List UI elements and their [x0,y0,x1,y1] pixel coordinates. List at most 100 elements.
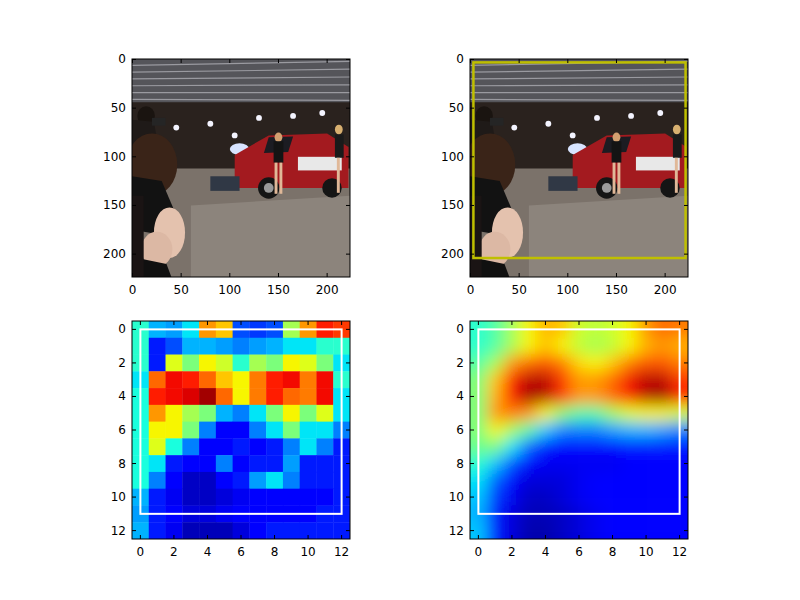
cell [587,472,604,489]
cell [166,489,183,506]
cell [300,438,317,455]
cell [199,338,216,355]
tick [132,396,136,397]
tick-label: 12 [111,524,126,538]
cell [554,405,571,422]
tick-label: 200 [441,247,464,261]
tick [140,321,141,325]
cell [199,405,216,422]
tick-label: 8 [118,457,126,471]
cell [587,522,604,539]
cell [300,371,317,388]
cell [571,455,588,472]
tick [229,273,230,277]
cell [571,422,588,439]
tick [132,254,136,255]
cell [249,522,266,539]
cell [300,489,317,506]
cell [283,438,300,455]
tick [181,59,182,63]
cell [233,455,250,472]
light [594,115,600,121]
background [0,0,800,600]
cell [249,472,266,489]
cell [554,455,571,472]
truss [132,69,350,72]
tick-label: 4 [456,389,464,403]
leg [279,163,282,194]
cell [520,472,537,489]
cell [266,489,283,506]
tick [519,59,520,63]
tick [665,59,666,63]
cell [182,388,199,405]
tick [173,535,174,539]
cell [520,371,537,388]
cell [520,422,537,439]
cell [537,438,554,455]
ceiling [470,59,688,103]
cell [249,422,266,439]
cell [621,489,638,506]
cell [554,472,571,489]
cell [571,489,588,506]
cell [249,455,266,472]
tick [567,273,568,277]
cell [520,405,537,422]
cell [199,388,216,405]
cell [249,388,266,405]
cell [537,388,554,405]
tick [684,497,688,498]
cell [587,405,604,422]
cell [266,355,283,372]
truss [470,69,688,72]
tick [511,535,512,539]
cell [487,455,504,472]
cell [520,489,537,506]
tick [612,321,613,325]
tick-label: 200 [654,283,677,297]
cell [300,388,317,405]
cell [654,522,671,539]
cell [249,371,266,388]
cell [621,371,638,388]
cell [604,405,621,422]
light [657,110,663,116]
bounding-box [473,62,685,258]
cell [554,371,571,388]
cell [182,522,199,539]
cell [487,472,504,489]
cell [487,338,504,355]
cell [199,438,216,455]
tick [470,254,474,255]
cell [621,388,638,405]
cell [266,472,283,489]
cell [604,522,621,539]
frame [132,59,350,277]
tick [327,273,328,277]
cell [316,455,333,472]
cell [571,405,588,422]
light [232,132,238,138]
cell [149,455,166,472]
tick-label: 200 [103,247,126,261]
cell [504,338,521,355]
tick [346,108,350,109]
dress [274,141,284,162]
cell [587,489,604,506]
cell [621,405,638,422]
tick-label: 2 [456,356,464,370]
cell [233,422,250,439]
tick [684,396,688,397]
cell [604,438,621,455]
cell [316,489,333,506]
tick-label: 100 [556,283,579,297]
tick-label: 0 [137,545,145,559]
tick [567,59,568,63]
tick [470,273,471,277]
cell [504,455,521,472]
light [628,113,634,119]
cell [571,371,588,388]
tick [346,329,350,330]
cell [487,438,504,455]
